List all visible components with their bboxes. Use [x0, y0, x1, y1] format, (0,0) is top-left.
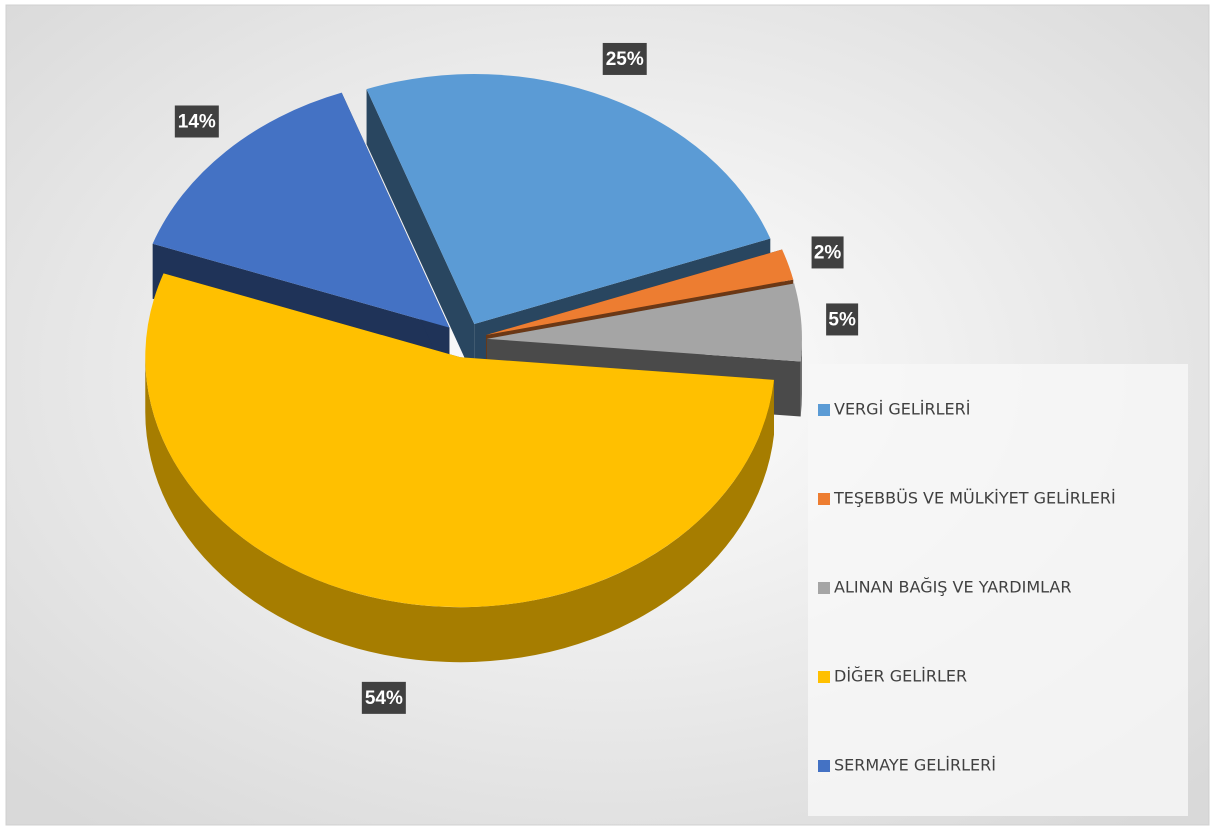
legend-label: DİĞER GELİRLER [834, 667, 967, 686]
slice [152, 92, 450, 328]
legend-swatch [818, 582, 830, 594]
slice [486, 249, 794, 336]
slice-side [366, 89, 475, 380]
legend-box [808, 364, 1188, 816]
data-label: 2% [814, 242, 842, 263]
data-label: 54% [365, 688, 403, 709]
data-label: 14% [178, 112, 216, 133]
data-label: 25% [606, 49, 644, 70]
legend-label: VERGİ GELİRLERİ [834, 400, 971, 419]
data-label-box [361, 681, 406, 714]
slice [366, 74, 771, 325]
legend-label: ALINAN BAĞIŞ VE YARDIMLAR [834, 578, 1071, 597]
legend-swatch [818, 493, 830, 505]
slice [486, 283, 802, 362]
legend-swatch [818, 760, 830, 772]
data-label: 5% [828, 309, 856, 330]
data-label-box [826, 303, 859, 336]
pie: 25% 2% 5% 54% 14% [145, 42, 859, 714]
slice [145, 273, 774, 608]
data-label-box [811, 236, 844, 269]
legend-swatch [818, 671, 830, 683]
legend-label: TEŞEBBÜS VE MÜLKİYET GELİRLERİ [833, 489, 1116, 508]
legend-label: SERMAYE GELİRLERİ [834, 756, 996, 775]
data-label-box [174, 105, 219, 138]
slice-wall [145, 357, 774, 663]
data-label-box [602, 42, 647, 75]
legend-swatch [818, 404, 830, 416]
legend: VERGİ GELİRLERİ TEŞEBBÜS VE MÜLKİYET GELİ… [818, 400, 1116, 775]
slice-wall [800, 338, 802, 417]
